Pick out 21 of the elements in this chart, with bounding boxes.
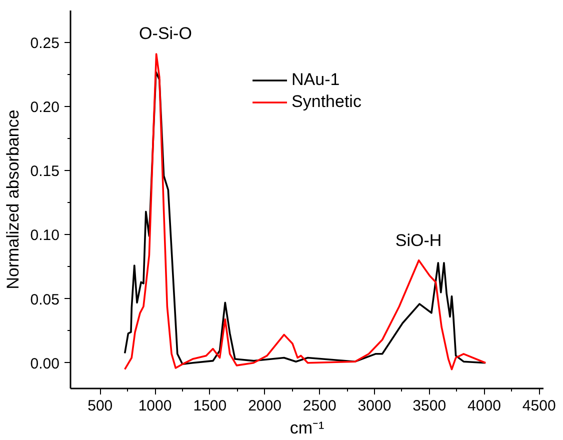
y-tick-label: 0.25 [30,35,60,52]
x-tick-label: 1000 [138,398,172,414]
annotation: SiO-H [395,231,442,250]
y-tick-label: 0.20 [30,99,60,116]
x-tick-label: 3500 [412,398,446,414]
legend-label: Synthetic [292,92,362,112]
x-tick-label: 2000 [248,398,282,414]
x-tick-label: 4500 [522,398,556,414]
x-tick-label: 2500 [302,398,336,414]
y-tick-label: 0.05 [30,291,60,308]
y-tick-label: 0.00 [30,355,60,372]
x-tick-label: 500 [88,398,113,414]
annotation: O-Si-O [139,24,192,43]
x-tick-label: 3000 [358,398,392,414]
x-axis-title: cm⁻¹ [290,418,324,438]
y-axis-title: Normalized absorbance [3,110,22,290]
y-tick-label: 0.15 [30,163,60,180]
y-tick-label: 0.10 [30,227,60,244]
x-tick-label: 1500 [193,398,227,414]
legend-label: NAu-1 [292,70,340,90]
x-tick-label: 4000 [468,398,501,414]
